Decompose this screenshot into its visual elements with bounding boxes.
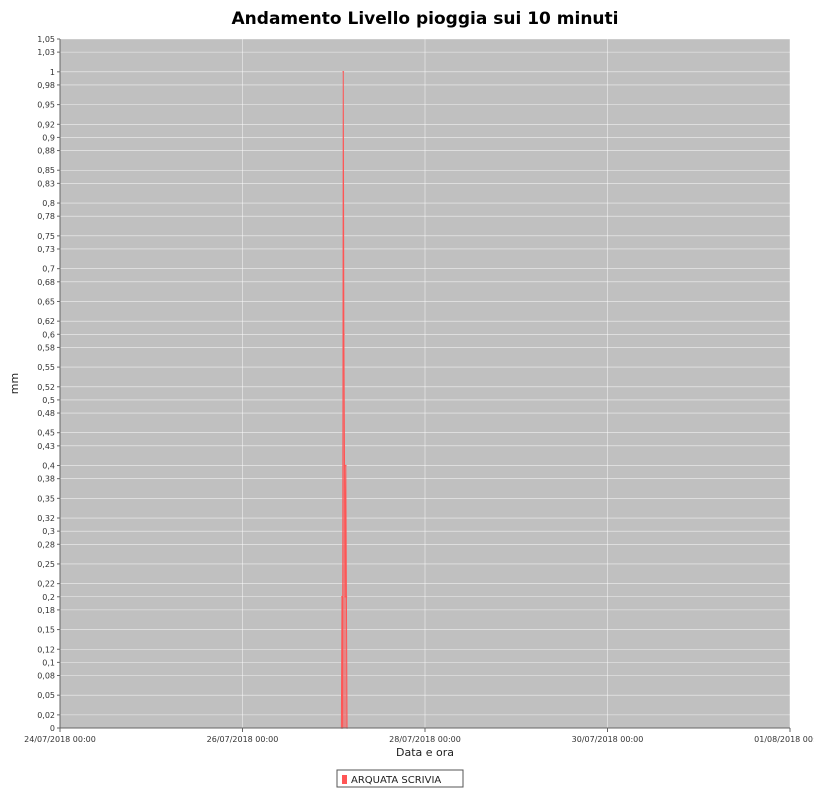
y-tick-label: 0,38 [37, 475, 55, 484]
y-tick-label: 0,22 [37, 580, 55, 589]
x-tick-label: 28/07/2018 00:00 [389, 735, 461, 744]
legend-box [336, 769, 464, 788]
y-tick-label: 0,58 [37, 343, 55, 352]
y-tick-label: 0,45 [37, 429, 55, 438]
x-tick-label: 30/07/2018 00:00 [572, 735, 644, 744]
vertical-gridlines [242, 39, 791, 728]
y-tick-label: 0,02 [37, 711, 55, 720]
y-tick-label: 0,4 [42, 462, 55, 471]
legend-label: ARQUATA SCRIVIA [351, 775, 441, 786]
y-tick-label: 0,68 [37, 278, 55, 287]
y-tick-label: 0,78 [37, 212, 55, 221]
y-tick-label: 0,12 [37, 645, 55, 654]
y-tick-label: 0,2 [42, 593, 55, 602]
y-tick-label: 0,83 [37, 179, 55, 188]
y-tick-label: 0 [50, 724, 55, 733]
y-tick-label: 0,98 [37, 81, 55, 90]
chart-title: Andamento Livello pioggia sui 10 minuti [232, 9, 619, 29]
y-tick-label: 0,52 [37, 383, 55, 392]
legend: ARQUATA SCRIVIA [336, 769, 464, 788]
y-tick-label: 0,25 [37, 560, 55, 569]
y-tick-label: 1,05 [37, 35, 55, 44]
y-tick-label: 0,05 [37, 691, 55, 700]
data-point [343, 464, 346, 467]
y-tick-label: 0,08 [37, 672, 55, 681]
y-tick-label: 0,48 [37, 409, 55, 418]
data-point [341, 595, 343, 598]
y-tick-label: 0,35 [37, 494, 55, 503]
data-point [344, 595, 346, 598]
data-point [345, 595, 348, 598]
data-point [342, 71, 345, 73]
x-axis-label: Data e ora [396, 746, 454, 759]
y-tick-label: 0,85 [37, 166, 55, 175]
y-tick-label: 0,43 [37, 442, 55, 451]
y-tick-label: 0,65 [37, 297, 55, 306]
y-tick-label: 0,73 [37, 245, 55, 254]
x-tick-label: 01/08/2018 00:00 [754, 735, 814, 744]
y-tick-label: 0,9 [42, 133, 55, 142]
data-point [343, 333, 345, 336]
x-tick-label: 26/07/2018 00:00 [207, 735, 279, 744]
y-tick-label: 0,62 [37, 317, 55, 326]
x-tick-label: 24/07/2018 00:00 [24, 735, 96, 744]
y-tick-label: 0,95 [37, 101, 55, 110]
y-tick-label: 1 [50, 68, 55, 77]
y-tick-label: 0,15 [37, 626, 55, 635]
y-tick-label: 0,18 [37, 606, 55, 615]
x-axis-ticks: 24/07/2018 00:00 26/07/2018 00:00 28/07/20… [24, 728, 814, 744]
y-tick-label: 0,3 [42, 527, 55, 536]
y-tick-label: 0,6 [42, 330, 55, 339]
legend-swatch [342, 775, 347, 784]
y-tick-label: 0,32 [37, 514, 55, 523]
y-axis-ticks: 0 0,02 0,05 0,08 0,1 0,12 0,15 0,18 0,2 0,22 0,25 0… [37, 35, 60, 733]
y-tick-label: 0,55 [37, 363, 55, 372]
y-tick-label: 0,5 [42, 396, 55, 405]
y-axis-label: mm [8, 373, 21, 394]
y-tick-label: 0,75 [37, 232, 55, 241]
y-tick-label: 0,88 [37, 147, 55, 156]
y-tick-label: 1,03 [37, 48, 55, 57]
y-tick-label: 0,7 [42, 265, 55, 274]
data-point [344, 464, 347, 467]
y-tick-label: 0,92 [37, 120, 55, 129]
y-tick-label: 0,1 [42, 658, 55, 667]
y-tick-label: 0,8 [42, 199, 55, 208]
y-tick-label: 0,28 [37, 540, 55, 549]
